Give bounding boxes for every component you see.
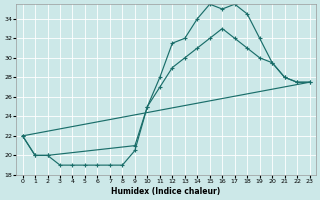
- X-axis label: Humidex (Indice chaleur): Humidex (Indice chaleur): [111, 187, 221, 196]
